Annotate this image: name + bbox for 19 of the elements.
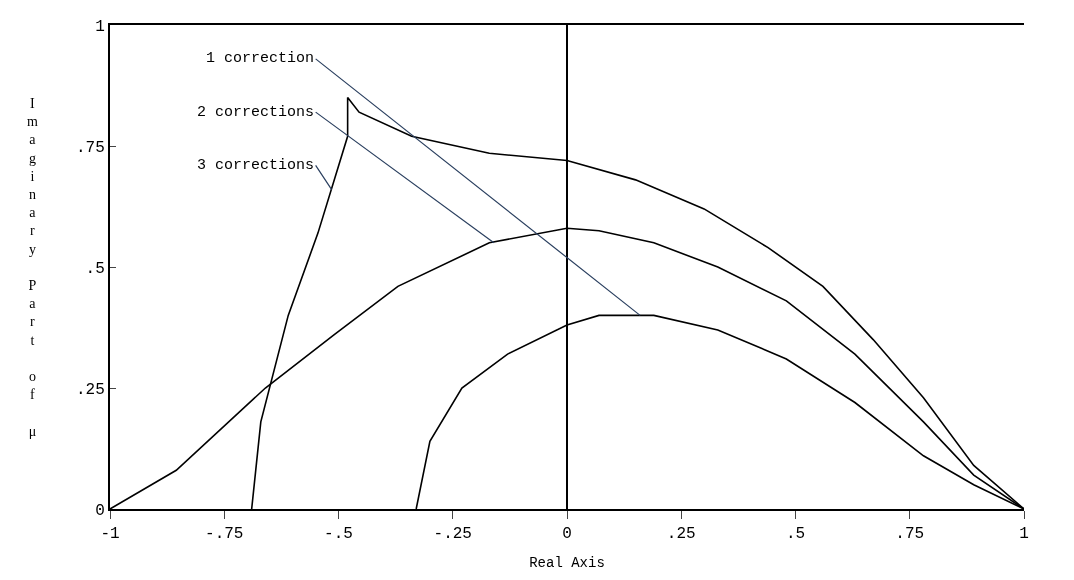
x-tick-label: -.75 — [205, 525, 244, 544]
text: Imaginary Part of μ — [27, 96, 38, 439]
x-axis-title: Real Axis — [529, 555, 605, 571]
x-tick-label: 0 — [562, 525, 572, 544]
x-tick-label: 1 — [1019, 525, 1029, 544]
annotation: 1 correction — [206, 50, 315, 67]
y-tick-label: 0 — [95, 501, 105, 520]
x-tick-label: -.25 — [433, 525, 472, 544]
annotation: 3 corrections — [197, 157, 315, 174]
y-tick-label: .5 — [85, 259, 105, 278]
annotation: 2 corrections — [197, 104, 315, 121]
x-tick-label: .75 — [895, 525, 925, 544]
x-tick-label: .5 — [785, 525, 806, 544]
x-tick-label: -1 — [100, 525, 120, 544]
y-tick-label: .25 — [75, 380, 105, 399]
y-tick-label: .75 — [75, 138, 105, 157]
y-tick-label: 1 — [95, 17, 105, 36]
x-tick-label: .25 — [666, 525, 696, 544]
x-tick-label: -.5 — [324, 525, 353, 544]
